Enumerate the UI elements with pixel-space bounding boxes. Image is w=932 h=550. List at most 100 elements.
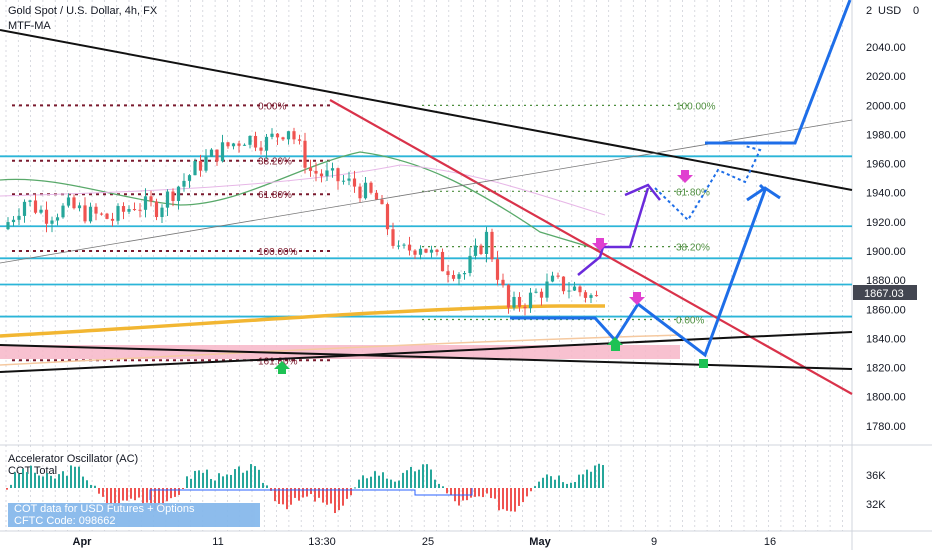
- candle-body: [446, 271, 450, 276]
- time-axis[interactable]: Apr 11 13:30 25 May 9 16: [73, 536, 777, 548]
- oscillator-bar: [478, 488, 480, 497]
- oscillator-bar: [62, 471, 64, 488]
- oscillator-bar: [346, 488, 348, 499]
- price-tick-label: 1820.00: [866, 363, 906, 375]
- sell-arrow-marker: [677, 170, 693, 183]
- price-tick-label: 1900.00: [866, 246, 906, 258]
- candle-body: [50, 220, 54, 224]
- cot-total-line: [149, 488, 473, 500]
- oscillator-bar: [102, 488, 104, 497]
- oscillator-bar: [410, 466, 412, 488]
- candle-body: [11, 219, 16, 223]
- fib-right-label: 38.20%: [676, 243, 710, 254]
- oscillator-bar: [22, 468, 24, 488]
- candle-body: [506, 285, 511, 308]
- oscillator-bar: [50, 475, 52, 488]
- indicator-label[interactable]: MTF-MA: [8, 20, 51, 32]
- oscillator-bar: [158, 488, 160, 508]
- oscillator-title[interactable]: Accelerator Oscillator (AC): [8, 453, 138, 465]
- candle-body: [154, 201, 159, 218]
- oscillator-bar: [42, 476, 44, 488]
- oscillator-bar: [538, 481, 540, 488]
- time-tick-label: Apr: [73, 536, 93, 548]
- candle-body: [385, 204, 390, 230]
- candle-body: [594, 295, 599, 297]
- fib-right-label: 0.00%: [676, 315, 704, 326]
- oscillator-bar: [590, 471, 592, 488]
- oscillator-bar: [114, 488, 116, 504]
- candle-body: [99, 213, 104, 215]
- oscillator-bar: [178, 488, 180, 495]
- oscillator-bar: [314, 488, 316, 502]
- candle-body: [182, 180, 186, 187]
- candle-body: [116, 206, 120, 221]
- currency-label[interactable]: USD: [878, 5, 901, 17]
- oscillator-bar: [226, 474, 228, 488]
- oscillator-bar: [246, 470, 248, 488]
- oscillator-bar: [182, 488, 184, 489]
- time-tick-label: 9: [651, 536, 657, 548]
- resistance-trendline: [0, 29, 853, 191]
- candle-body: [457, 274, 461, 279]
- oscillator-bar: [270, 488, 272, 491]
- oscillator-bar: [262, 482, 264, 488]
- oscillator-bar: [446, 488, 448, 494]
- candle-body: [473, 245, 478, 256]
- candle-body: [396, 245, 401, 247]
- candle-body: [226, 142, 230, 147]
- oscillator-bar: [10, 484, 12, 488]
- oscillator-bar: [422, 464, 424, 488]
- oscillator-bar: [206, 469, 208, 488]
- candle-body: [468, 255, 472, 274]
- ma-green-line: [0, 151, 601, 251]
- oscillator-bar: [426, 464, 428, 488]
- oscillator-bar: [530, 488, 532, 492]
- candle-body: [66, 197, 71, 206]
- candle-body: [462, 273, 467, 275]
- oscillator-bar: [298, 488, 300, 501]
- oscillator-bar: [570, 482, 572, 488]
- time-tick-label: 11: [212, 536, 223, 548]
- oscillator-bar: [510, 488, 512, 512]
- time-tick-label: 16: [764, 536, 776, 548]
- candle-body: [479, 245, 483, 254]
- candle-body: [165, 191, 170, 208]
- oscillator-bar: [406, 470, 408, 488]
- cot-line-1: COT data for USD Futures + Options: [14, 503, 195, 515]
- candle-body: [237, 143, 241, 146]
- candle-body: [303, 140, 307, 168]
- candle-body: [391, 229, 395, 246]
- oscillator-bar: [238, 466, 240, 488]
- symbol-title[interactable]: Gold Spot / U.S. Dollar, 4h, FX: [8, 5, 158, 17]
- oscillator-bar: [398, 480, 400, 488]
- oscillator-bar: [250, 464, 252, 488]
- candle-body: [567, 290, 571, 292]
- price-tick-label: 1860.00: [866, 304, 906, 316]
- price-tick-label: 2020.00: [866, 71, 906, 83]
- oscillator-bar: [498, 488, 500, 511]
- oscillator-bar: [370, 476, 372, 488]
- price-tick-label: 1780.00: [866, 421, 906, 433]
- fib-right-label: 61.80%: [676, 187, 710, 198]
- cot-title[interactable]: COT Total: [8, 465, 57, 477]
- fib-left-label: 61.80%: [258, 190, 292, 201]
- candle-body: [215, 149, 219, 162]
- oscillator-bar: [450, 488, 452, 496]
- candle-body: [39, 209, 43, 213]
- oscillator-bar: [290, 488, 292, 505]
- candle-body: [204, 156, 208, 171]
- buy-square-marker: [699, 359, 708, 368]
- price-tick-label: 1940.00: [866, 188, 906, 200]
- candle-body: [176, 186, 181, 201]
- oscillator-bar: [386, 478, 388, 488]
- oscillator-bar: [430, 469, 432, 488]
- candle-body: [72, 197, 76, 209]
- time-tick-label: 13:30: [308, 536, 336, 548]
- oscillator-bar: [66, 475, 68, 488]
- oscillator-bar: [486, 488, 488, 494]
- price-axis[interactable]: 1780.00 1800.00 1820.00 1840.00 1860.00 1880.…: [866, 42, 906, 433]
- oscillator-bar: [154, 488, 156, 511]
- candle-body: [578, 286, 582, 293]
- oscillator-bar: [202, 472, 204, 488]
